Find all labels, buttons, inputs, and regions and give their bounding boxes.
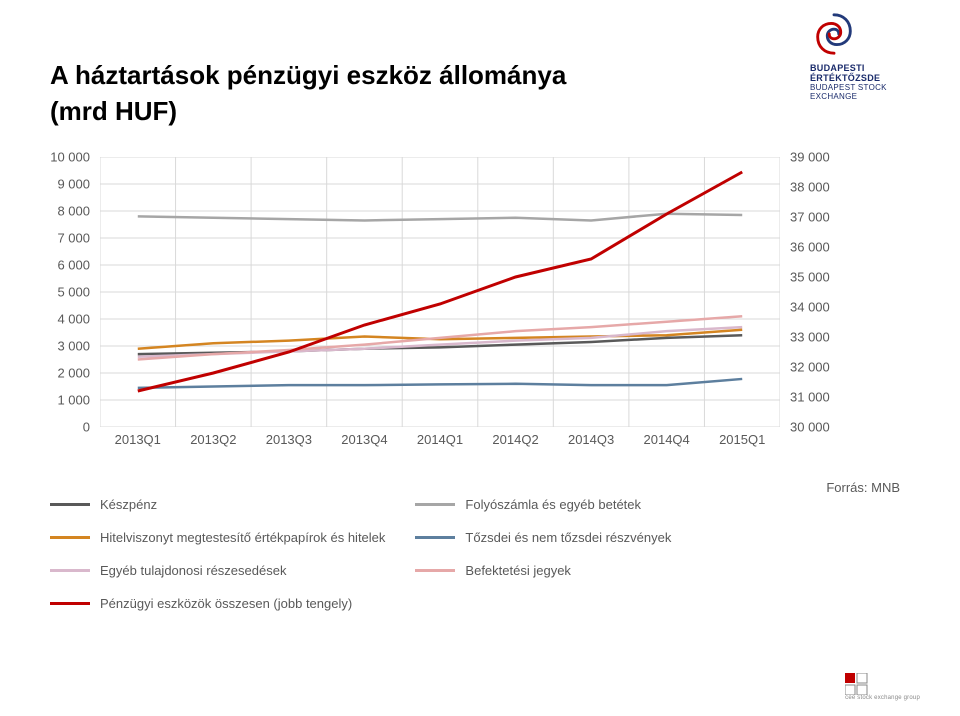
legend-label: Egyéb tulajdonosi részesedések: [100, 563, 286, 578]
y-tick-left: 0: [40, 420, 90, 435]
legend-label: Hitelviszonyt megtestesítő értékpapírok …: [100, 530, 385, 545]
y-axis-right: 30 00031 00032 00033 00034 00035 00036 0…: [790, 157, 840, 427]
legend-swatch: [50, 536, 90, 539]
y-tick-right: 35 000: [790, 270, 845, 285]
chart-plot-area: [100, 157, 780, 427]
y-tick-right: 30 000: [790, 420, 845, 435]
legend-swatch: [415, 503, 455, 506]
y-tick-left: 2 000: [40, 366, 90, 381]
y-tick-right: 34 000: [790, 300, 845, 315]
y-tick-right: 36 000: [790, 240, 845, 255]
y-tick-right: 31 000: [790, 390, 845, 405]
page-title: A háztartások pénzügyi eszköz állománya: [50, 60, 920, 91]
y-axis-left: 01 0002 0003 0004 0005 0006 0007 0008 00…: [40, 157, 90, 427]
legend-swatch: [415, 536, 455, 539]
x-tick: 2013Q1: [100, 432, 175, 447]
legend-item: Egyéb tulajdonosi részesedések: [50, 563, 385, 578]
legend-item: Pénzügyi eszközök összesen (jobb tengely…: [50, 596, 385, 611]
legend-label: Befektetési jegyek: [465, 563, 571, 578]
legend-item: Folyószámla és egyéb betétek: [415, 497, 671, 512]
y-tick-left: 5 000: [40, 285, 90, 300]
y-tick-left: 1 000: [40, 393, 90, 408]
y-tick-left: 3 000: [40, 339, 90, 354]
x-axis: 2013Q12013Q22013Q32013Q42014Q12014Q22014…: [100, 432, 780, 457]
legend-item: Hitelviszonyt megtestesítő értékpapírok …: [50, 530, 385, 545]
legend-swatch: [50, 569, 90, 572]
y-tick-left: 7 000: [40, 231, 90, 246]
x-tick: 2013Q4: [327, 432, 402, 447]
brand-logo-bottom: cee stock exchange group: [845, 673, 920, 701]
legend-item: Befektetési jegyek: [415, 563, 671, 578]
legend-item: Készpénz: [50, 497, 385, 512]
y-tick-right: 32 000: [790, 360, 845, 375]
y-tick-left: 4 000: [40, 312, 90, 327]
y-tick-left: 8 000: [40, 204, 90, 219]
x-tick: 2015Q1: [705, 432, 780, 447]
legend-swatch: [50, 503, 90, 506]
legend-label: Készpénz: [100, 497, 157, 512]
y-tick-right: 33 000: [790, 330, 845, 345]
legend-swatch: [415, 569, 455, 572]
series-line: [138, 214, 742, 221]
legend-label: Pénzügyi eszközök összesen (jobb tengely…: [100, 596, 352, 611]
legend-label: Folyószámla és egyéb betétek: [465, 497, 641, 512]
logo-line2: BUDAPEST STOCK EXCHANGE: [810, 83, 920, 101]
y-tick-left: 9 000: [40, 177, 90, 192]
x-tick: 2014Q4: [629, 432, 704, 447]
legend-label: Tőzsdei és nem tőzsdei részvények: [465, 530, 671, 545]
legend-item: Tőzsdei és nem tőzsdei részvények: [415, 530, 671, 545]
source-label: Forrás: MNB: [826, 480, 900, 495]
brand-logo-top: BUDAPESTI ÉRTÉKTŐZSDE BUDAPEST STOCK EXC…: [810, 10, 920, 65]
chart-container: 01 0002 0003 0004 0005 0006 0007 0008 00…: [50, 157, 920, 457]
y-tick-left: 6 000: [40, 258, 90, 273]
x-tick: 2014Q3: [554, 432, 629, 447]
series-line: [138, 379, 742, 388]
x-tick: 2014Q2: [478, 432, 553, 447]
y-tick-right: 38 000: [790, 180, 845, 195]
y-tick-right: 37 000: [790, 210, 845, 225]
series-line: [138, 172, 742, 391]
chart-legend: Készpénz Hitelviszonyt megtestesítő érték…: [50, 497, 920, 611]
y-tick-right: 39 000: [790, 150, 845, 165]
logo-bottom-text: cee stock exchange group: [845, 695, 920, 701]
y-tick-left: 10 000: [40, 150, 90, 165]
logo-line1: BUDAPESTI ÉRTÉKTŐZSDE: [810, 63, 920, 83]
x-tick: 2014Q1: [403, 432, 478, 447]
x-tick: 2013Q2: [176, 432, 251, 447]
page-subtitle: (mrd HUF): [50, 96, 920, 127]
x-tick: 2013Q3: [251, 432, 326, 447]
legend-swatch: [50, 602, 90, 605]
